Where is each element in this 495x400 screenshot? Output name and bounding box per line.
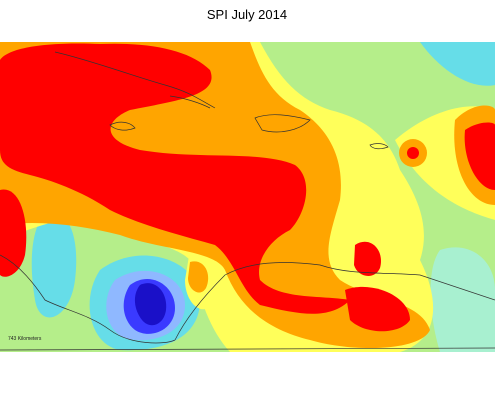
extreme-dry-area <box>0 43 350 314</box>
spi-map <box>0 42 495 352</box>
scale-label: 743 Kilometers <box>8 336 42 342</box>
coastline <box>109 121 136 131</box>
wet-area <box>420 42 495 86</box>
extreme-wet-area <box>134 283 167 326</box>
wet-area <box>31 214 77 318</box>
coastline <box>369 143 389 150</box>
extreme-dry-area <box>407 147 419 159</box>
map-title: SPI July 2014 <box>207 7 287 22</box>
extreme-dry-area <box>354 241 381 276</box>
coastline <box>254 114 311 133</box>
extreme-dry-area <box>0 189 27 277</box>
coastline <box>0 254 495 344</box>
extreme-dry-area <box>464 122 495 190</box>
extreme-dry-area <box>345 286 410 332</box>
coastline <box>54 51 216 109</box>
coastline <box>0 347 495 351</box>
wet-area <box>430 247 495 352</box>
dry-area <box>188 261 209 293</box>
